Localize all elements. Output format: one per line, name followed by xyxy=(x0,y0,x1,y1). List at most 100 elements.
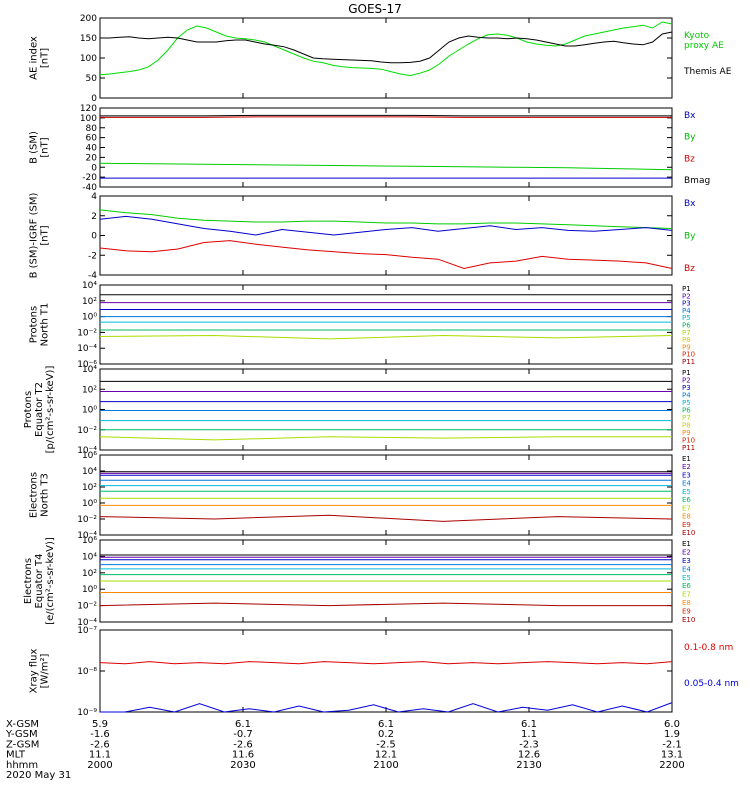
y-tick-label: 4 xyxy=(91,192,97,202)
legend-label: 0.05-0.4 nm xyxy=(684,679,739,689)
figure-title: GOES-17 xyxy=(348,2,402,16)
series-line-p7 xyxy=(99,334,673,340)
y-tick-label: 10² xyxy=(82,483,97,493)
y-tick-label: 2 xyxy=(91,212,97,222)
series-line-kyoto-proxy-ae xyxy=(99,21,673,77)
legend-label: Bz xyxy=(684,154,695,164)
series-line-p7 xyxy=(99,436,672,441)
legend-label: E3 xyxy=(682,557,691,565)
y-tick-label: 10⁻⁹ xyxy=(77,708,97,718)
orbit-value: 12.1 xyxy=(375,750,397,761)
y-axis-label: Xray flux xyxy=(29,649,40,694)
y-tick-label: 60 xyxy=(86,134,98,144)
y-axis-label: B (SM)-IGRF (SM) xyxy=(29,193,40,279)
series-line-themis-ae xyxy=(100,31,673,64)
legend-label: P11 xyxy=(682,444,695,452)
y-tick-label: 120 xyxy=(80,104,97,114)
legend-label: Themis AE xyxy=(683,67,732,77)
y-tick-label: -40 xyxy=(82,183,97,193)
panel-frame xyxy=(99,284,673,365)
y-tick-label: 10⁴ xyxy=(82,467,97,477)
legend-label: E7 xyxy=(682,504,691,512)
orbit-value: 1.9 xyxy=(664,729,680,740)
y-tick-label: 0 xyxy=(91,232,97,242)
series-line-by xyxy=(99,162,673,171)
legend-label: By xyxy=(684,133,696,143)
orbit-value: -2.6 xyxy=(90,739,110,750)
legend-label: P5 xyxy=(682,314,691,322)
y-tick-label: 10² xyxy=(82,569,97,579)
y-axis-label: [e/(cm²-s-sr-keV)] xyxy=(45,537,56,625)
legend-label: E8 xyxy=(682,599,691,607)
legend-label: E7 xyxy=(682,591,691,599)
y-axis-label: Electrons xyxy=(29,472,40,518)
y-tick-label: 0 xyxy=(91,163,97,173)
y-tick-label: 50 xyxy=(86,74,98,84)
y-tick-label: 10⁻⁸ xyxy=(77,667,97,677)
orbit-value: 11.1 xyxy=(89,750,111,761)
legend-label: Bx xyxy=(684,199,696,209)
orbit-row-label: hhmm xyxy=(6,760,38,771)
y-tick-label: 10⁰ xyxy=(82,406,97,416)
legend-label: P4 xyxy=(682,307,691,315)
legend-label: P2 xyxy=(682,292,691,300)
series-line-e9 xyxy=(99,602,672,607)
y-axis-label: [nT] xyxy=(40,225,51,245)
legend-label: E9 xyxy=(682,521,691,529)
series-line-by xyxy=(99,209,673,229)
legend-label: 0.1-0.8 nm xyxy=(684,643,733,653)
orbit-value: -2.6 xyxy=(233,739,253,750)
y-axis-label: [W/m²] xyxy=(40,653,51,688)
legend-label: By xyxy=(684,232,696,242)
legend-label: P1 xyxy=(682,369,691,377)
orbit-value: 2130 xyxy=(516,760,541,771)
y-tick-label: 10⁻² xyxy=(77,426,97,436)
y-tick-label: 10⁻⁶ xyxy=(77,360,97,370)
series-line-bmag xyxy=(100,114,672,117)
orbit-value: -1.6 xyxy=(90,729,110,740)
y-tick-label: 10² xyxy=(82,385,97,395)
legend-label: E10 xyxy=(682,616,695,624)
orbit-value: 6.0 xyxy=(664,719,680,730)
y-axis-label: [nT] xyxy=(40,48,51,68)
legend-label: E5 xyxy=(682,574,691,582)
y-axis-label: [p/(cm²-s-sr-keV)] xyxy=(45,366,56,454)
series-line-bx xyxy=(99,215,673,236)
legend-label: P5 xyxy=(682,399,691,407)
y-tick-label: 10² xyxy=(82,297,97,307)
orbit-value: -2.5 xyxy=(376,739,396,750)
y-tick-label: 10⁴ xyxy=(82,281,97,291)
legend-label: Bx xyxy=(684,111,696,121)
y-tick-label: 150 xyxy=(80,34,97,44)
legend-label: E2 xyxy=(682,548,691,556)
y-tick-label: 10⁻² xyxy=(77,515,97,525)
orbit-row-label: Y-GSM xyxy=(5,729,38,740)
y-axis-label: AE index xyxy=(29,36,40,80)
y-tick-label: 100 xyxy=(80,114,97,124)
y-tick-label: 80 xyxy=(86,124,98,134)
legend-label: E4 xyxy=(682,480,691,488)
y-axis-label: B (SM) xyxy=(29,131,40,164)
legend-label: P6 xyxy=(682,322,691,330)
legend-label: P10 xyxy=(682,437,695,445)
y-tick-label: 100 xyxy=(80,54,97,64)
legend-label: E9 xyxy=(682,608,691,616)
series-line-bz xyxy=(99,240,673,270)
y-tick-label: 20 xyxy=(86,153,98,163)
orbit-row-label: Z-GSM xyxy=(6,739,39,750)
orbit-row-label: MLT xyxy=(6,750,26,761)
orbit-row-label: 2020 May 31 xyxy=(6,770,71,781)
legend-label: P4 xyxy=(682,392,691,400)
y-tick-label: 10⁴ xyxy=(82,365,97,375)
legend-label: P6 xyxy=(682,407,691,415)
legend-label: Bz xyxy=(684,264,695,274)
y-tick-label: 10⁻⁴ xyxy=(77,531,97,541)
legend-label: E2 xyxy=(682,463,691,471)
orbit-row-label: X-GSM xyxy=(6,719,39,730)
y-tick-label: 40 xyxy=(86,144,98,154)
y-tick-label: 10⁻⁴ xyxy=(77,344,97,354)
legend-label: P9 xyxy=(682,429,691,437)
y-tick-label: -20 xyxy=(82,173,97,183)
orbit-value: 0.2 xyxy=(378,729,394,740)
